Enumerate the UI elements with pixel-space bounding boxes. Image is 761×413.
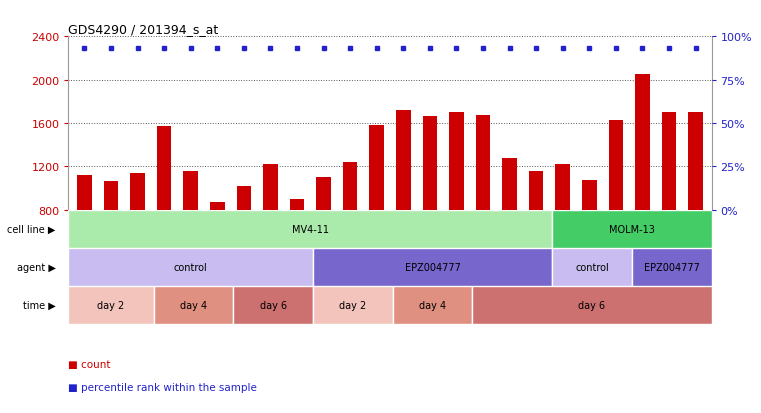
Bar: [688, 113, 703, 210]
Text: ■ count: ■ count: [68, 359, 111, 369]
Bar: [662, 113, 677, 210]
Bar: [103, 182, 118, 210]
Text: ■ percentile rank within the sample: ■ percentile rank within the sample: [68, 382, 257, 392]
Bar: [290, 199, 304, 210]
Bar: [449, 113, 463, 210]
Bar: [393, 286, 473, 324]
Bar: [77, 176, 92, 210]
Bar: [582, 181, 597, 210]
Text: day 6: day 6: [578, 300, 606, 310]
Text: day 2: day 2: [339, 300, 367, 310]
Bar: [68, 248, 313, 286]
Bar: [313, 248, 552, 286]
Bar: [635, 75, 650, 210]
Bar: [502, 158, 517, 210]
Bar: [317, 178, 331, 210]
Bar: [422, 117, 437, 210]
Bar: [313, 286, 393, 324]
Text: agent ▶: agent ▶: [17, 262, 56, 272]
Text: day 2: day 2: [97, 300, 125, 310]
Text: MOLM-13: MOLM-13: [609, 224, 654, 234]
Bar: [237, 186, 251, 210]
Bar: [68, 210, 552, 248]
Bar: [552, 210, 712, 248]
Bar: [157, 127, 171, 210]
Text: EPZ004777: EPZ004777: [405, 262, 460, 272]
Bar: [183, 171, 198, 210]
Text: day 6: day 6: [260, 300, 287, 310]
Bar: [473, 286, 712, 324]
Bar: [210, 202, 224, 210]
Bar: [609, 120, 623, 210]
Bar: [263, 165, 278, 210]
Bar: [68, 286, 154, 324]
Text: MV4-11: MV4-11: [291, 224, 329, 234]
Bar: [476, 116, 490, 210]
Bar: [552, 248, 632, 286]
Bar: [369, 126, 384, 210]
Bar: [556, 165, 570, 210]
Text: time ▶: time ▶: [23, 300, 56, 310]
Bar: [130, 173, 145, 210]
Text: control: control: [174, 262, 208, 272]
Bar: [233, 286, 313, 324]
Text: day 4: day 4: [180, 300, 207, 310]
Text: day 4: day 4: [419, 300, 446, 310]
Bar: [396, 111, 411, 210]
Text: control: control: [575, 262, 609, 272]
Text: GDS4290 / 201394_s_at: GDS4290 / 201394_s_at: [68, 23, 218, 36]
Text: EPZ004777: EPZ004777: [644, 262, 699, 272]
Bar: [632, 248, 712, 286]
Bar: [343, 163, 358, 210]
Bar: [154, 286, 233, 324]
Bar: [529, 171, 543, 210]
Text: cell line ▶: cell line ▶: [8, 224, 56, 234]
